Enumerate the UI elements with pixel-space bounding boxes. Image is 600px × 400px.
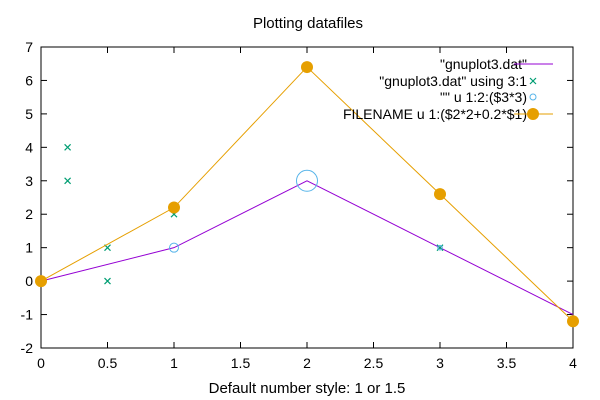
x-tick-label: 0.5 <box>98 355 118 371</box>
y-tick-label: -1 <box>21 307 34 323</box>
data-point-orange <box>168 201 180 214</box>
x-mark-stroke <box>104 244 111 252</box>
data-point-circle-blue <box>169 242 179 253</box>
x-tick-label: 0 <box>37 355 45 371</box>
series-layer <box>35 61 579 328</box>
y-tick-label: 1 <box>25 240 33 256</box>
data-point-circle-blue <box>437 244 443 251</box>
data-point-x-green <box>64 177 72 185</box>
x-tick-label: 4 <box>569 355 577 371</box>
y-tick-label: 7 <box>25 39 33 55</box>
y-tick-label: 6 <box>25 72 33 88</box>
data-point-orange <box>567 315 579 328</box>
data-point-orange <box>301 61 313 74</box>
legend-swatch-circle <box>529 93 537 101</box>
series-3 <box>35 61 579 328</box>
legend-swatch-dot <box>527 108 539 120</box>
axis-ticks: 0 0.5 1 1.5 2 2.5 3 3.5 4 -2 -1 0 1 2 3 4 5 6 7 <box>21 39 578 371</box>
y-tick-label: 3 <box>25 173 33 189</box>
series-2 <box>169 169 443 253</box>
x-mark-stroke <box>529 77 537 85</box>
x-tick-label: 3 <box>436 355 444 371</box>
data-point-circle-blue <box>296 169 318 192</box>
data-point-orange <box>434 188 446 201</box>
x-tick-label: 3.5 <box>497 355 517 371</box>
legend-swatch-x <box>529 77 537 85</box>
data-point-orange <box>35 275 47 288</box>
y-tick-label: -2 <box>21 340 34 356</box>
legend-label: "" u 1:2:($3*3) <box>440 89 527 105</box>
x-mark-stroke <box>64 143 72 151</box>
x-mark-stroke <box>104 277 111 285</box>
legend-label: "gnuplot3.dat" using 3:1 <box>379 73 527 89</box>
y-tick-label: 2 <box>25 206 33 222</box>
series-0 <box>40 180 574 316</box>
y-tick-label: 4 <box>25 139 33 155</box>
legend-label: "gnuplot3.dat" <box>440 56 527 72</box>
x-tick-label: 2.5 <box>364 355 384 371</box>
x-mark-stroke <box>64 177 72 185</box>
y-tick-label: 5 <box>25 106 33 122</box>
x-mark-stroke <box>436 244 444 252</box>
x-axis-label: Default number style: 1 or 1.5 <box>209 380 406 397</box>
x-tick-label: 1.5 <box>231 355 251 371</box>
y-tick-label: 0 <box>25 273 33 289</box>
x-tick-label: 2 <box>303 355 311 371</box>
series-line-purple <box>40 180 574 316</box>
data-point-x-green <box>436 244 444 252</box>
x-tick-label: 1 <box>170 355 178 371</box>
legend-label: FILENAME u 1:($2*2+0.2*$1) <box>343 106 527 122</box>
data-point-x-green <box>104 277 111 285</box>
data-point-x-green <box>64 143 72 151</box>
chart-title: Plotting datafiles <box>253 15 363 32</box>
legend: "gnuplot3.dat""gnuplot3.dat" using 3:1""… <box>343 56 553 122</box>
